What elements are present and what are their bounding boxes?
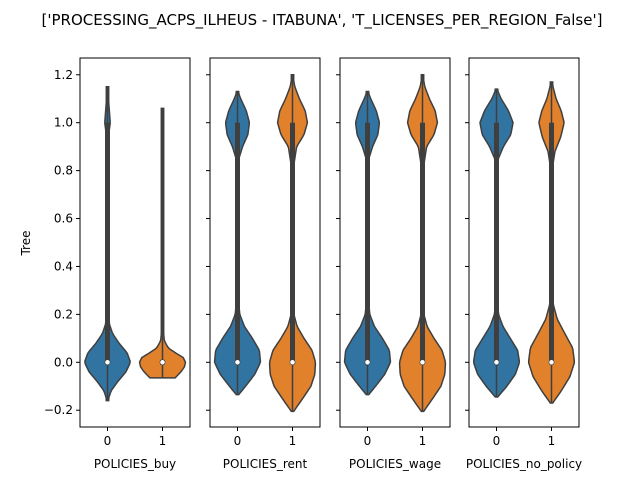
panel-frame-1	[209, 57, 321, 428]
violin-panel-3: 0 1 POLICIES_no_policy	[465, 57, 582, 471]
x-tick-label: 0	[104, 434, 112, 448]
x-tick-label: 0	[364, 434, 372, 448]
panel-frame-3	[468, 57, 580, 428]
violin-panel-2: 0 1 POLICIES_wage	[336, 57, 451, 471]
y-tick-label: 0.8	[54, 164, 73, 178]
x-tick-label: 1	[419, 434, 427, 448]
x-axis-label-0: POLICIES_buy	[94, 457, 176, 471]
y-axis-label: Tree	[19, 230, 33, 256]
panel-frame-2	[339, 57, 451, 428]
violin-median-p2-c0	[364, 359, 371, 366]
figure-title: ['PROCESSING_ACPS_ILHEUS - ITABUNA', 'T_…	[42, 11, 603, 30]
x-tick-label: 1	[159, 434, 167, 448]
x-tick-label: 1	[289, 434, 297, 448]
violin-median-p2-c1	[419, 359, 426, 366]
violin-median-p1-c1	[289, 359, 296, 366]
y-tick-label: 0.0	[54, 355, 73, 369]
x-axis-label-1: POLICIES_rent	[223, 457, 308, 471]
violin-panel-0: −0.2 0.0 0.2 0.4 0.6 0.8 1.0 1.2 0 1 POLICIES_buy	[44, 57, 191, 471]
violin-median-p3-c1	[548, 359, 555, 366]
x-tick-label: 0	[493, 434, 501, 448]
violin-panel-1: 0 1 POLICIES_rent	[206, 57, 321, 471]
violin-median-p0-c1	[159, 359, 166, 366]
violin-median-p3-c0	[493, 359, 500, 366]
violin-median-p1-c0	[234, 359, 241, 366]
y-tick-label: 0.4	[54, 259, 73, 273]
violin-median-p0-c0	[104, 359, 111, 366]
x-axis-label-2: POLICIES_wage	[349, 457, 441, 471]
y-tick-label: 1.2	[54, 68, 73, 82]
x-axis-label-3: POLICIES_no_policy	[466, 457, 582, 471]
panel-frame-0	[79, 57, 191, 428]
x-tick-label: 0	[234, 434, 242, 448]
y-tick-label: 0.2	[54, 307, 73, 321]
y-tick-label: −0.2	[44, 403, 73, 417]
y-tick-label: 1.0	[54, 116, 73, 130]
y-tick-label: 0.6	[54, 212, 73, 226]
x-tick-label: 1	[548, 434, 556, 448]
